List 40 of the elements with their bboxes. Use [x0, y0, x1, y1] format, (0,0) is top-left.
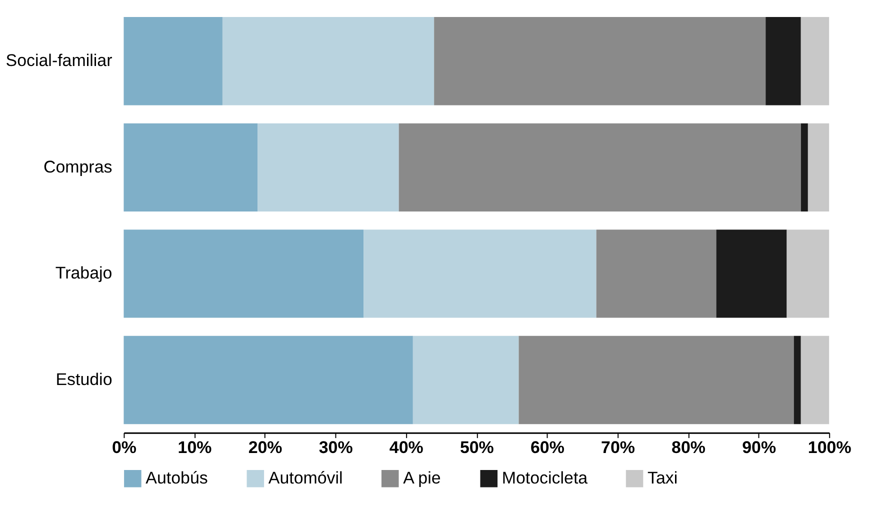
bar [794, 336, 801, 424]
legend-label: Automóvil [268, 468, 343, 488]
x-tick-label: 0% [112, 438, 136, 458]
bar [786, 230, 830, 318]
bar [398, 123, 801, 212]
x-tick-label: 40% [389, 438, 424, 458]
bar [124, 230, 364, 318]
x-tick-label: 80% [672, 438, 706, 458]
legend-label: A pie [403, 468, 441, 488]
x-tick-label: 100% [808, 438, 852, 458]
bar [800, 336, 830, 424]
bar [258, 123, 399, 212]
legend-label: Motocicleta [502, 468, 588, 488]
bar [412, 336, 519, 424]
y-tick-label: Trabajo [55, 264, 112, 283]
bar [434, 17, 766, 106]
x-tick-label: 60% [530, 438, 564, 458]
bar [124, 336, 413, 424]
y-tick-label: Compras [43, 157, 112, 176]
bar [808, 123, 830, 212]
bar [766, 17, 801, 106]
bar [800, 17, 830, 106]
legend-label: Autobús [146, 468, 208, 488]
bar [222, 17, 434, 106]
y-tick-label: Estudio [56, 370, 112, 389]
bar [518, 336, 794, 424]
bar [596, 230, 716, 318]
bar [716, 230, 787, 318]
x-tick-label: 70% [601, 438, 635, 458]
bar [124, 123, 258, 212]
x-tick-label: 30% [318, 438, 353, 458]
x-tick-label: 50% [460, 438, 494, 458]
bar [124, 17, 222, 106]
bar [364, 230, 596, 318]
x-tick-label: 90% [742, 438, 776, 458]
bar [800, 123, 808, 212]
legend-label: Taxi [648, 468, 678, 488]
x-tick-label: 20% [248, 438, 282, 458]
y-tick-label: Social-familiar [6, 51, 113, 70]
x-tick-label: 10% [178, 438, 212, 458]
